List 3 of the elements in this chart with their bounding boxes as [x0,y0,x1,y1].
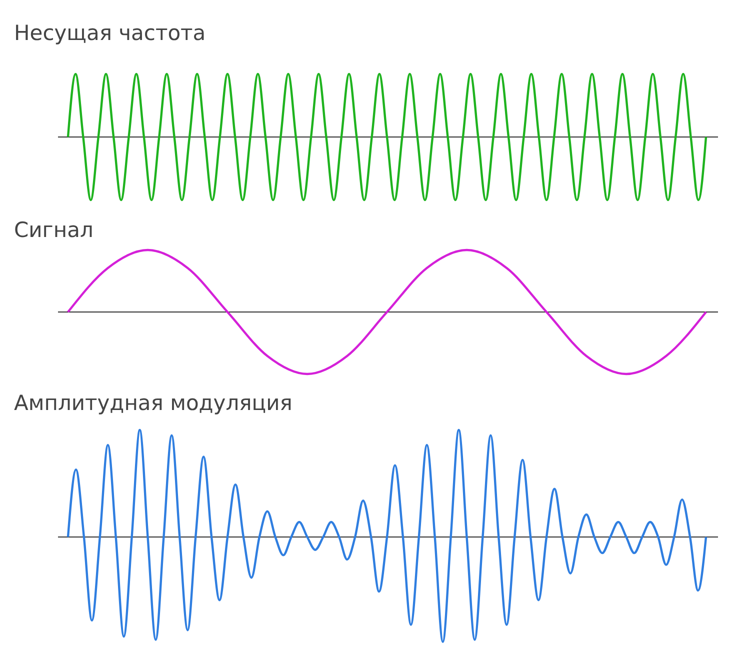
chart-title: Амплитудная модуляция [14,391,292,415]
chart-title: Сигнал [14,218,94,242]
chart-title: Несущая частота [14,21,206,45]
